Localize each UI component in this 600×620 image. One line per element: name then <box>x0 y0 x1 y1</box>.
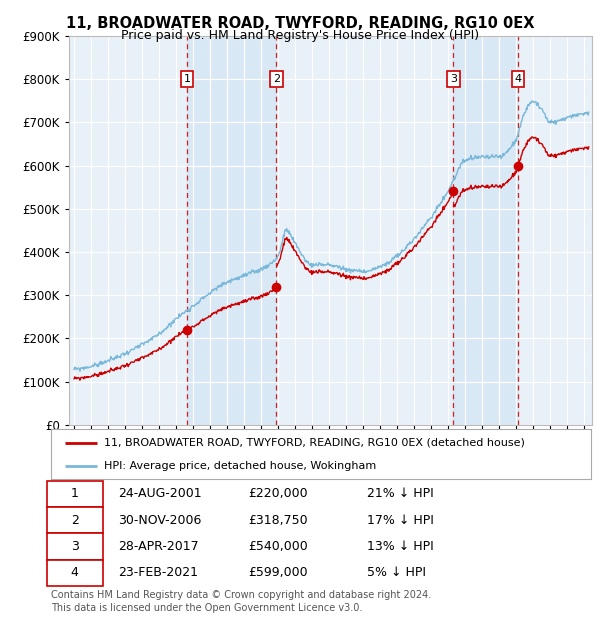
Text: 30-NOV-2006: 30-NOV-2006 <box>119 513 202 526</box>
Text: 11, BROADWATER ROAD, TWYFORD, READING, RG10 0EX: 11, BROADWATER ROAD, TWYFORD, READING, R… <box>66 16 534 30</box>
Text: HPI: Average price, detached house, Wokingham: HPI: Average price, detached house, Woki… <box>104 461 376 471</box>
Text: 24-AUG-2001: 24-AUG-2001 <box>119 487 202 500</box>
Text: Price paid vs. HM Land Registry's House Price Index (HPI): Price paid vs. HM Land Registry's House … <box>121 29 479 42</box>
Text: 28-APR-2017: 28-APR-2017 <box>119 540 199 553</box>
Text: £220,000: £220,000 <box>248 487 308 500</box>
Text: 17% ↓ HPI: 17% ↓ HPI <box>367 513 434 526</box>
Text: 11, BROADWATER ROAD, TWYFORD, READING, RG10 0EX (detached house): 11, BROADWATER ROAD, TWYFORD, READING, R… <box>104 438 525 448</box>
Text: Contains HM Land Registry data © Crown copyright and database right 2024.
This d: Contains HM Land Registry data © Crown c… <box>51 590 431 613</box>
Text: 4: 4 <box>71 566 79 579</box>
FancyBboxPatch shape <box>47 480 103 507</box>
Text: 1: 1 <box>184 74 191 84</box>
Text: £540,000: £540,000 <box>248 540 308 553</box>
Bar <box>187 36 277 425</box>
FancyBboxPatch shape <box>47 559 103 586</box>
Text: 4: 4 <box>515 74 521 84</box>
Text: 3: 3 <box>71 540 79 553</box>
Bar <box>453 36 518 425</box>
Text: 2: 2 <box>71 513 79 526</box>
Text: 5% ↓ HPI: 5% ↓ HPI <box>367 566 426 579</box>
Text: 1: 1 <box>71 487 79 500</box>
Text: 2: 2 <box>273 74 280 84</box>
Text: 3: 3 <box>450 74 457 84</box>
Text: 21% ↓ HPI: 21% ↓ HPI <box>367 487 434 500</box>
Text: £318,750: £318,750 <box>248 513 308 526</box>
Text: £599,000: £599,000 <box>248 566 308 579</box>
Text: 13% ↓ HPI: 13% ↓ HPI <box>367 540 434 553</box>
FancyBboxPatch shape <box>47 533 103 559</box>
FancyBboxPatch shape <box>47 507 103 533</box>
Text: 23-FEB-2021: 23-FEB-2021 <box>119 566 199 579</box>
